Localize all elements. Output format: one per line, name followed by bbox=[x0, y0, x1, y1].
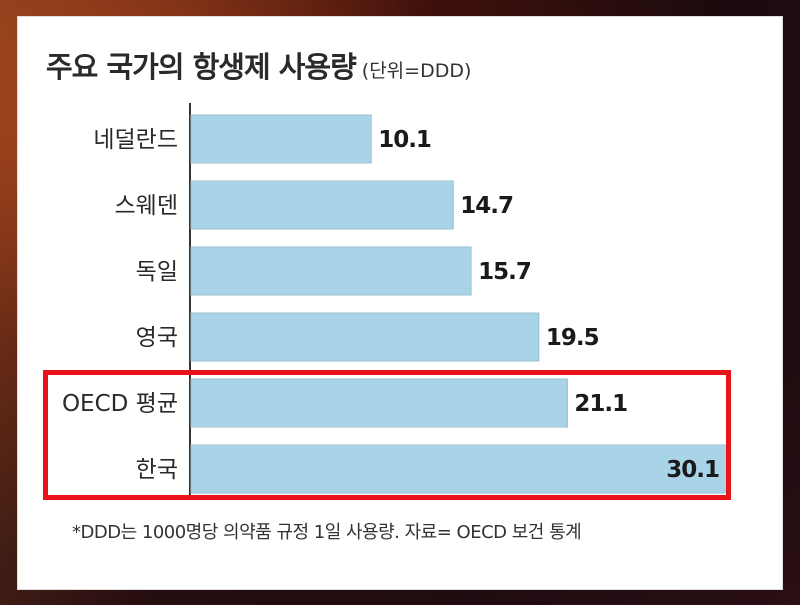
footnote: *DDD는 1000명당 의약품 규정 1일 사용량. 자료= OECD 보건 … bbox=[72, 522, 582, 543]
highlight-box bbox=[43, 370, 731, 500]
value-label: 14.7 bbox=[460, 193, 513, 219]
category-label: 영국 bbox=[136, 325, 178, 351]
category-label: 스웨덴 bbox=[115, 193, 178, 219]
chart-card bbox=[18, 17, 782, 589]
category-label: 한국 bbox=[136, 457, 178, 483]
value-label: 30.1 bbox=[666, 457, 719, 483]
chart-title: 주요 국가의 항생제 사용량 (단위=DDD) bbox=[46, 44, 471, 86]
bar-2 bbox=[190, 246, 472, 296]
category-label: 네덜란드 bbox=[93, 127, 178, 153]
category-label: 독일 bbox=[136, 259, 178, 285]
category-label: OECD 평균 bbox=[62, 391, 178, 417]
bar-4 bbox=[190, 378, 568, 428]
value-label: 10.1 bbox=[378, 127, 431, 153]
unit-label: (단위=DDD) bbox=[361, 60, 472, 82]
chart-title-text: 주요 국가의 항생제 사용량 bbox=[46, 50, 357, 84]
bar-1 bbox=[190, 180, 454, 230]
bar-5 bbox=[190, 444, 729, 494]
value-label: 19.5 bbox=[546, 325, 599, 351]
bar-0 bbox=[190, 114, 372, 164]
value-label: 21.1 bbox=[574, 391, 627, 417]
bar-3 bbox=[190, 312, 540, 362]
value-label: 15.7 bbox=[478, 259, 531, 285]
